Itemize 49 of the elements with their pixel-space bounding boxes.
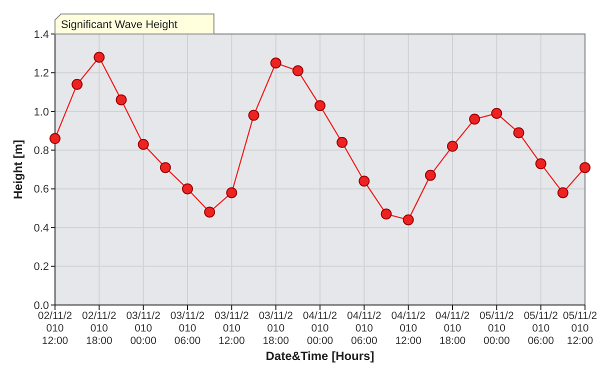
- point: [270, 58, 282, 69]
- y-tick-label: 1.2: [34, 68, 49, 80]
- y-axis-title: Height [m]: [11, 140, 25, 200]
- point: [72, 78, 83, 90]
- x-tick-label: 04/11/2010 18:00: [435, 310, 470, 347]
- point: [226, 187, 238, 198]
- point: [513, 127, 524, 138]
- point: [116, 94, 127, 106]
- x-tick-label: 04/11/2010 06:00: [347, 310, 382, 347]
- x-tick-label: 02/11/2010 12:00: [38, 310, 72, 347]
- x-tick-label: 03/11/2010 12:00: [214, 310, 249, 347]
- point: [469, 114, 480, 125]
- point: [314, 100, 326, 112]
- x-tick-label: 02/11/2010 18:00: [82, 310, 116, 347]
- x-axis-title: Date&Time [Hours]: [266, 349, 374, 363]
- point: [491, 108, 502, 119]
- x-tick-label: 05/11/2010 00:00: [480, 310, 514, 347]
- y-tick-label: 0.4: [34, 222, 49, 234]
- y-tick-label: 0.6: [34, 184, 49, 196]
- point: [94, 52, 105, 63]
- point: [380, 208, 392, 220]
- y-tick-label: 0.2: [34, 261, 49, 274]
- point: [580, 162, 590, 174]
- point: [50, 133, 60, 144]
- point: [292, 65, 304, 76]
- x-tick-label: 03/11/2010 18:00: [258, 310, 294, 347]
- point: [138, 138, 149, 150]
- point: [248, 110, 260, 121]
- y-tick-label: 1.4: [34, 28, 49, 41]
- x-tick-label: 04/11/2010 00:00: [302, 310, 338, 347]
- chart-title: Significant Wave Height: [61, 19, 178, 31]
- point: [557, 187, 568, 198]
- x-tick-label: 03/11/2010 00:00: [126, 310, 161, 347]
- x-tick-label: 04/11/2010 12:00: [391, 310, 426, 347]
- y-tick-label: 0.0: [34, 300, 49, 312]
- point: [447, 140, 458, 152]
- point: [402, 214, 414, 226]
- point: [358, 176, 370, 187]
- y-tick-label: 1.0: [34, 106, 49, 118]
- x-tick-label: 05/11/2010 06:00: [524, 310, 558, 347]
- point: [182, 183, 193, 194]
- x-tick-label: 03/11/2010 06:00: [170, 310, 205, 347]
- point: [424, 170, 436, 181]
- x-tick-label: 05/11/2010 12:00: [562, 310, 598, 347]
- point: [160, 162, 171, 174]
- point: [204, 206, 216, 218]
- y-tick-label: 0.8: [34, 144, 49, 157]
- point: [535, 158, 546, 170]
- point: [336, 136, 348, 148]
